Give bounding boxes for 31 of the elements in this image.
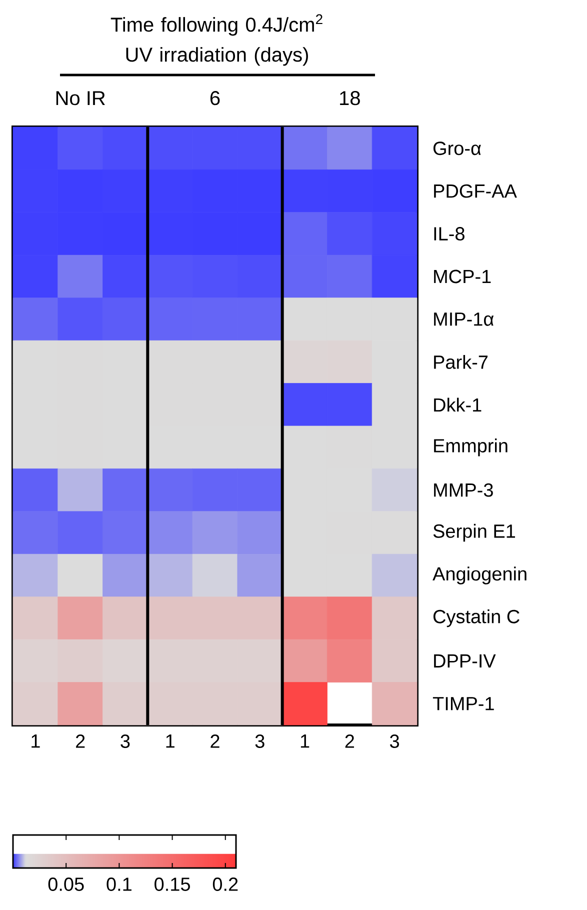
x-tick-label: 1 bbox=[300, 734, 310, 748]
x-tick-label: 2 bbox=[210, 734, 220, 748]
y-tick-label: DPP-IV bbox=[434, 654, 496, 668]
color-bar-label: 0.15 bbox=[154, 878, 190, 891]
y-tick-label: MCP-1 bbox=[434, 270, 491, 284]
x-tick-label: 3 bbox=[390, 734, 399, 748]
text: No IR bbox=[56, 91, 105, 106]
y-tick-label: MMP-3 bbox=[434, 483, 493, 497]
y-tick-label: Cystatin C bbox=[433, 609, 520, 628]
y-tick-label: MIP-1α bbox=[434, 312, 494, 326]
y-tick-label: TIMP-1 bbox=[432, 697, 494, 710]
text: 6 bbox=[210, 91, 220, 106]
x-tick-label: 2 bbox=[76, 734, 85, 748]
color-bar-label: 0.2 bbox=[212, 878, 238, 891]
x-tick-label: 1 bbox=[166, 734, 174, 748]
chart-title: Time following 0.4J/cm$^{2}$ UV irradiation (days) bbox=[110, 14, 322, 66]
x-tick-label: 2 bbox=[345, 734, 354, 748]
y-tick-label: PDGF-AA bbox=[434, 184, 517, 198]
x-tick-label: 3 bbox=[255, 734, 264, 748]
y-tick-label: Dkk-1 bbox=[434, 398, 482, 412]
y-tick-label: IL-8 bbox=[434, 227, 464, 241]
y-tick-label: Angiogenin bbox=[432, 566, 526, 584]
y-tick-label: Gro-α bbox=[433, 142, 481, 156]
y-tick-label: Emmprin bbox=[434, 438, 508, 456]
text: 18 bbox=[340, 91, 360, 106]
x-tick-label: 3 bbox=[120, 734, 130, 748]
x-tick-label: 1 bbox=[32, 734, 40, 748]
y-tick-label: Serpin E1 bbox=[433, 524, 516, 542]
color-bar-label: 0.1 bbox=[106, 878, 132, 891]
color-bar-label: 0.05 bbox=[48, 878, 84, 891]
y-tick-label: Park-7 bbox=[434, 354, 488, 369]
